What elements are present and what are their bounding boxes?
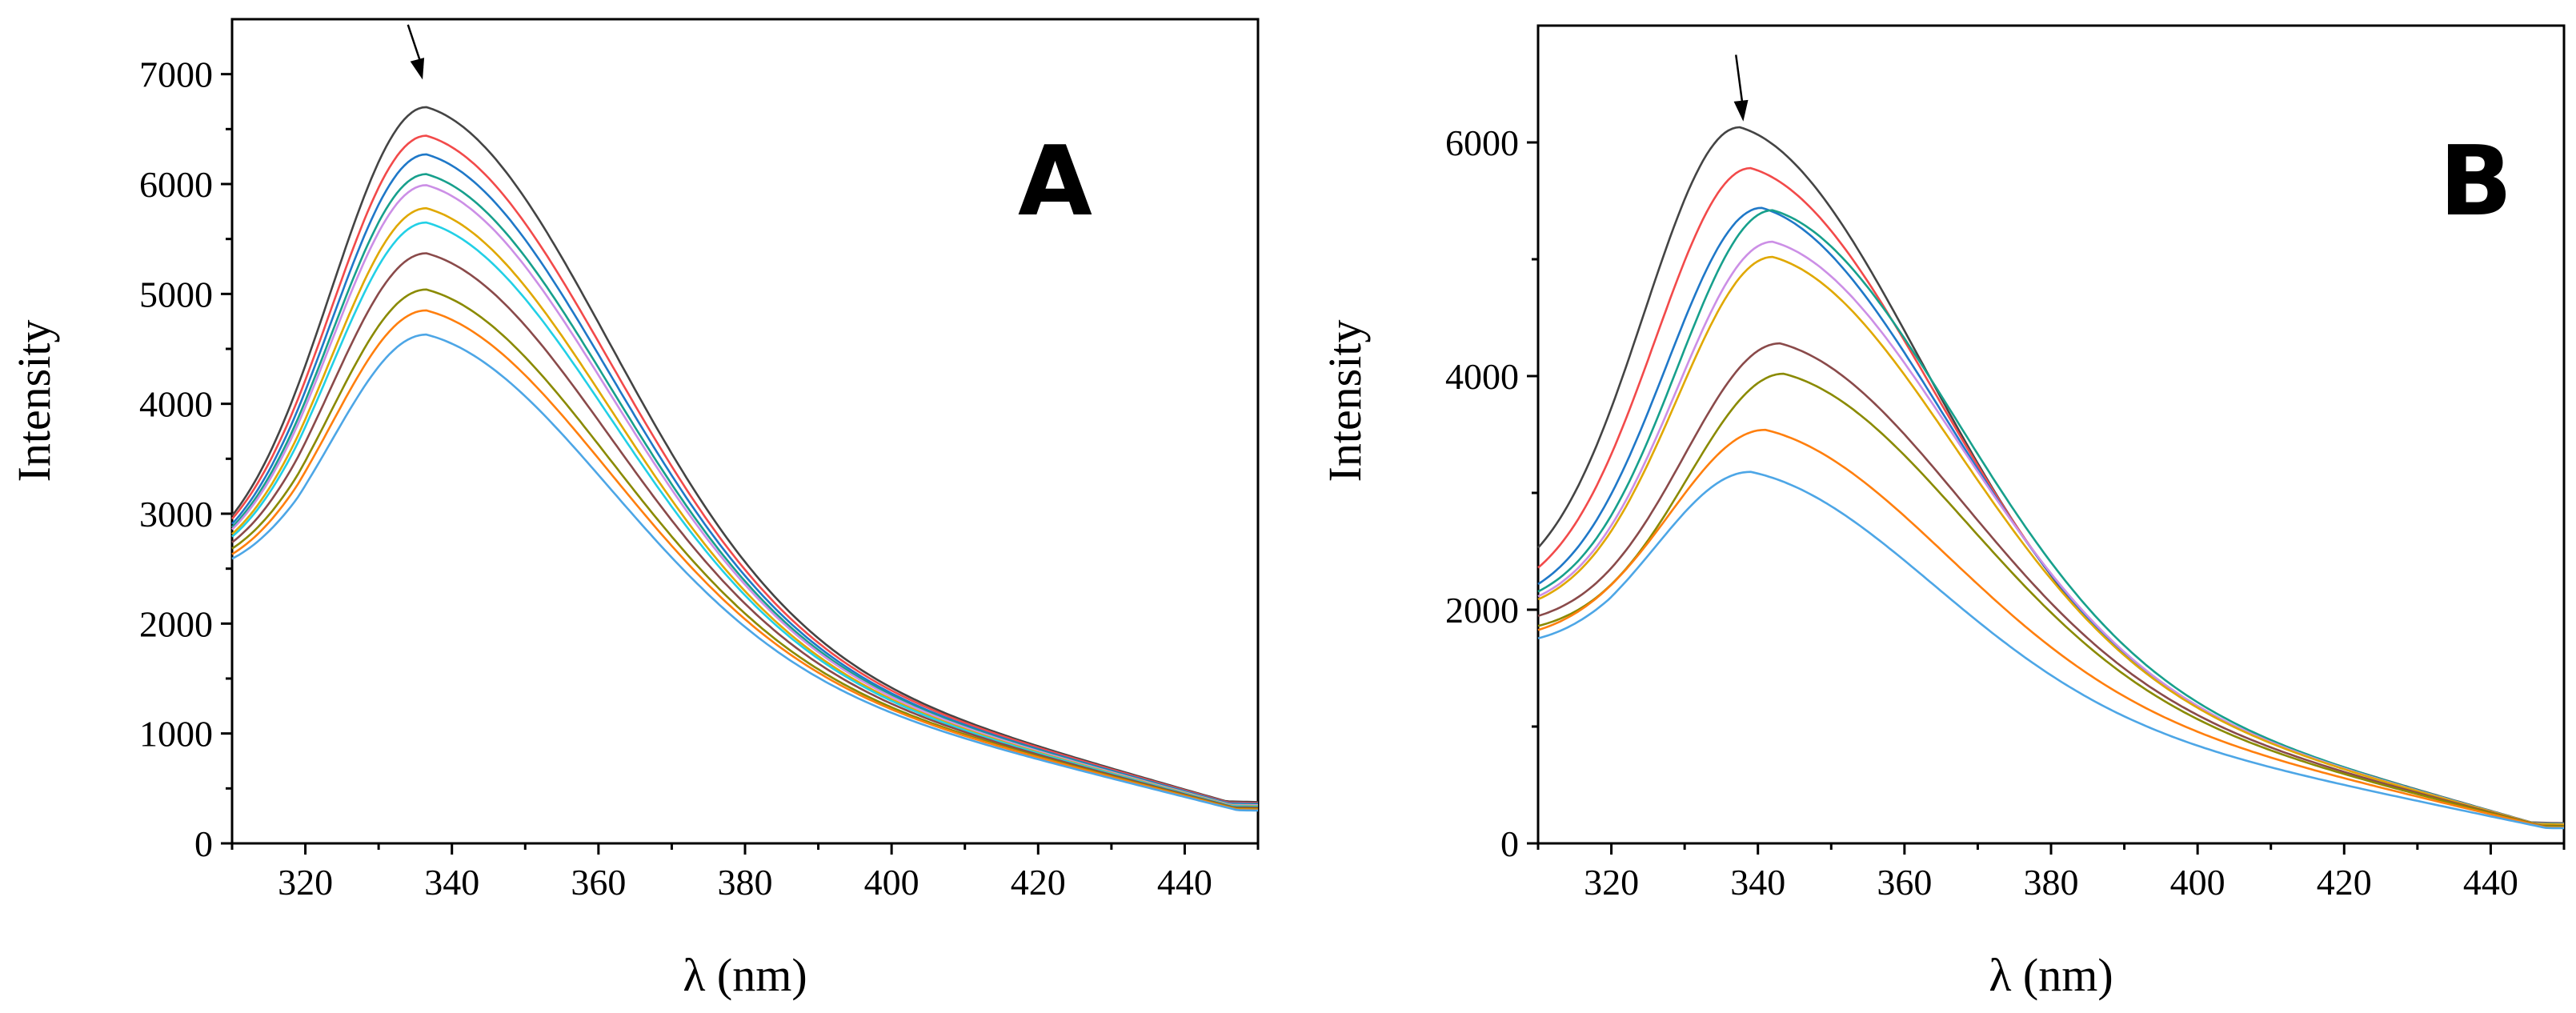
x-tick-label: 440 (2463, 862, 2518, 903)
y-axis-title: Intensity (8, 320, 60, 482)
chart-panel-a: 320 340 360 380 400 420 440 0 1000 2000 3000 4000 50… (8, 18, 1260, 1001)
series-line-2 (231, 134, 1259, 804)
x-tick-label: 320 (1584, 862, 1639, 903)
series-line-7 (231, 221, 1258, 808)
y-tick-label: 4000 (139, 384, 213, 425)
series-line-8 (231, 252, 1258, 809)
series-line-10 (231, 309, 1258, 811)
y-tick-label: 7000 (139, 54, 213, 95)
x-tick-label: 320 (278, 862, 333, 903)
x-tick-label: 340 (424, 862, 479, 903)
series-line-10 (1537, 470, 2565, 830)
ticks-group: 320 340 360 380 400 420 440 0 1000 2000 3000 4000 50… (139, 24, 1260, 903)
series-line-9 (1537, 428, 2565, 829)
plot-frame (1536, 24, 2566, 845)
x-tick-label: 360 (1877, 862, 1932, 903)
y-tick-label: 6000 (1445, 122, 1519, 163)
y-tick-label: 4000 (1445, 356, 1519, 397)
panel-label: B (2439, 126, 2512, 238)
series-line-6 (231, 206, 1258, 807)
plot-frame (230, 18, 1260, 845)
series-line-4 (231, 173, 1259, 807)
x-axis-title: λ (nm) (683, 949, 807, 1001)
x-axis-title: λ (nm) (1989, 949, 2113, 1001)
series-line-3 (231, 153, 1259, 805)
x-tick-label: 420 (1011, 862, 1066, 903)
series-line-8 (1537, 372, 2565, 828)
x-tick-label: 400 (2170, 862, 2225, 903)
series-line-2 (1537, 166, 2565, 825)
y-tick-label: 2000 (1445, 590, 1519, 631)
chart-panel-b: 320 340 360 380 400 420 440 0 2000 4000 6000 B λ (… (1319, 24, 2566, 1001)
series-line-9 (231, 288, 1258, 810)
series-line-1 (230, 106, 1259, 803)
x-tick-label: 340 (1730, 862, 1785, 903)
curves-group (230, 106, 1259, 812)
x-tick-label: 400 (864, 862, 919, 903)
x-tick-label: 380 (718, 862, 773, 903)
x-tick-label: 420 (2317, 862, 2372, 903)
series-line-5 (231, 184, 1259, 807)
y-tick-label: 1000 (139, 714, 213, 755)
ticks-group: 320 340 360 380 400 420 440 0 2000 4000 6000 (1445, 54, 2566, 903)
x-tick-label: 440 (1157, 862, 1212, 903)
y-tick-label: 2000 (139, 603, 213, 644)
y-tick-label: 6000 (139, 164, 213, 205)
y-tick-label: 3000 (139, 494, 213, 535)
x-tick-label: 380 (2024, 862, 2079, 903)
arrow-annotation-head (410, 58, 425, 80)
y-tick-label: 0 (1500, 823, 1519, 864)
series-line-11 (231, 333, 1258, 812)
panel-label: A (1018, 126, 1092, 238)
y-axis-title: Intensity (1319, 320, 1371, 482)
x-tick-label: 360 (571, 862, 626, 903)
curves-group (1537, 126, 2565, 830)
series-line-7 (1537, 342, 2565, 827)
y-tick-label: 0 (194, 823, 213, 864)
series-line-1 (1537, 126, 2564, 824)
series-line-6 (1537, 255, 2565, 826)
series-line-3 (1537, 206, 2565, 826)
arrow-annotation-head (1733, 99, 1749, 122)
y-tick-label: 5000 (139, 274, 213, 314)
